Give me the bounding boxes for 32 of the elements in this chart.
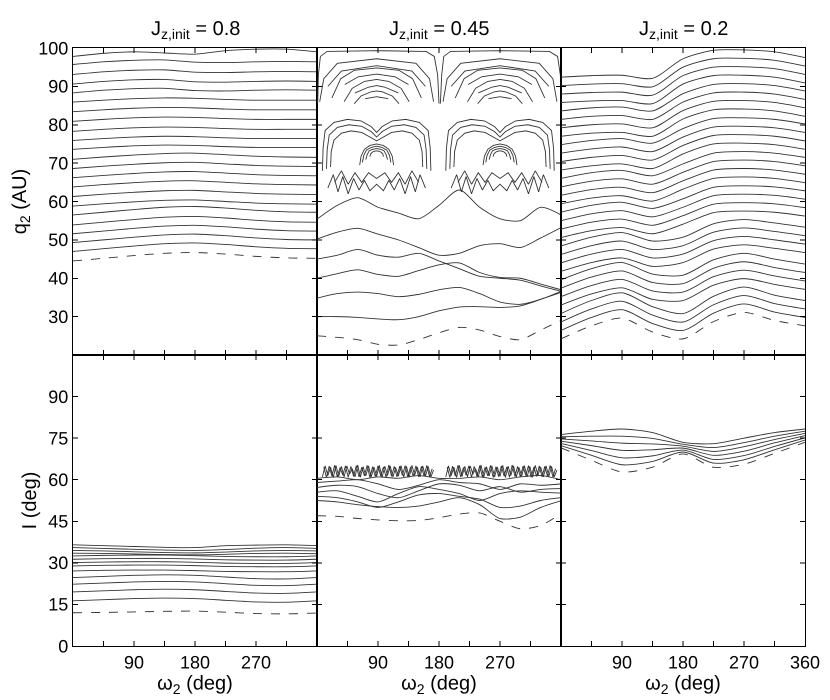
y-tick-label: 60 [48, 192, 68, 212]
x-tick-label: 270 [240, 652, 272, 673]
y-axis-title: I (deg) [18, 472, 41, 530]
chart-title: J$_{z,init}$ = 0.2 [639, 18, 728, 42]
chart-title: J$_{z,init}$ = 0.8 [151, 18, 240, 42]
y-tick-label: 60 [48, 470, 68, 490]
y-tick-label: 15 [48, 594, 68, 615]
x-tick-label: 90 [612, 652, 632, 673]
y-tick-label: 90 [48, 76, 68, 97]
x-tick-label: 180 [668, 652, 698, 673]
y-tick-label: 100 [38, 38, 68, 58]
chart-title: J$_{z,init}$ = 0.45 [389, 18, 490, 42]
y-tick-label: 30 [48, 306, 68, 327]
x-tick-label: 90 [124, 652, 144, 673]
x-tick-label: 180 [424, 652, 454, 673]
y-tick-label: 0 [58, 636, 68, 656]
y-tick-label: 80 [48, 115, 68, 136]
y-tick-label: 30 [48, 553, 68, 574]
x-tick-label: 180 [180, 652, 210, 673]
x-axis-title: ω$_{2}$ (deg) [157, 672, 233, 697]
y-tick-label: 70 [48, 153, 68, 174]
y-tick-label: 40 [48, 268, 68, 289]
y-tick-label: 90 [48, 386, 68, 407]
x-axis-title: ω$_{2}$ (deg) [401, 672, 477, 697]
x-tick-label: 270 [728, 652, 760, 673]
y-tick-label: 45 [48, 512, 68, 532]
x-tick-label: 90 [368, 652, 388, 673]
x-axis-title: ω$_{2}$ (deg) [645, 672, 721, 697]
y-tick-label: 50 [48, 230, 68, 250]
y-tick-label: 75 [48, 428, 68, 448]
x-tick-label: 270 [484, 652, 516, 673]
x-tick-label: 360 [790, 652, 820, 673]
